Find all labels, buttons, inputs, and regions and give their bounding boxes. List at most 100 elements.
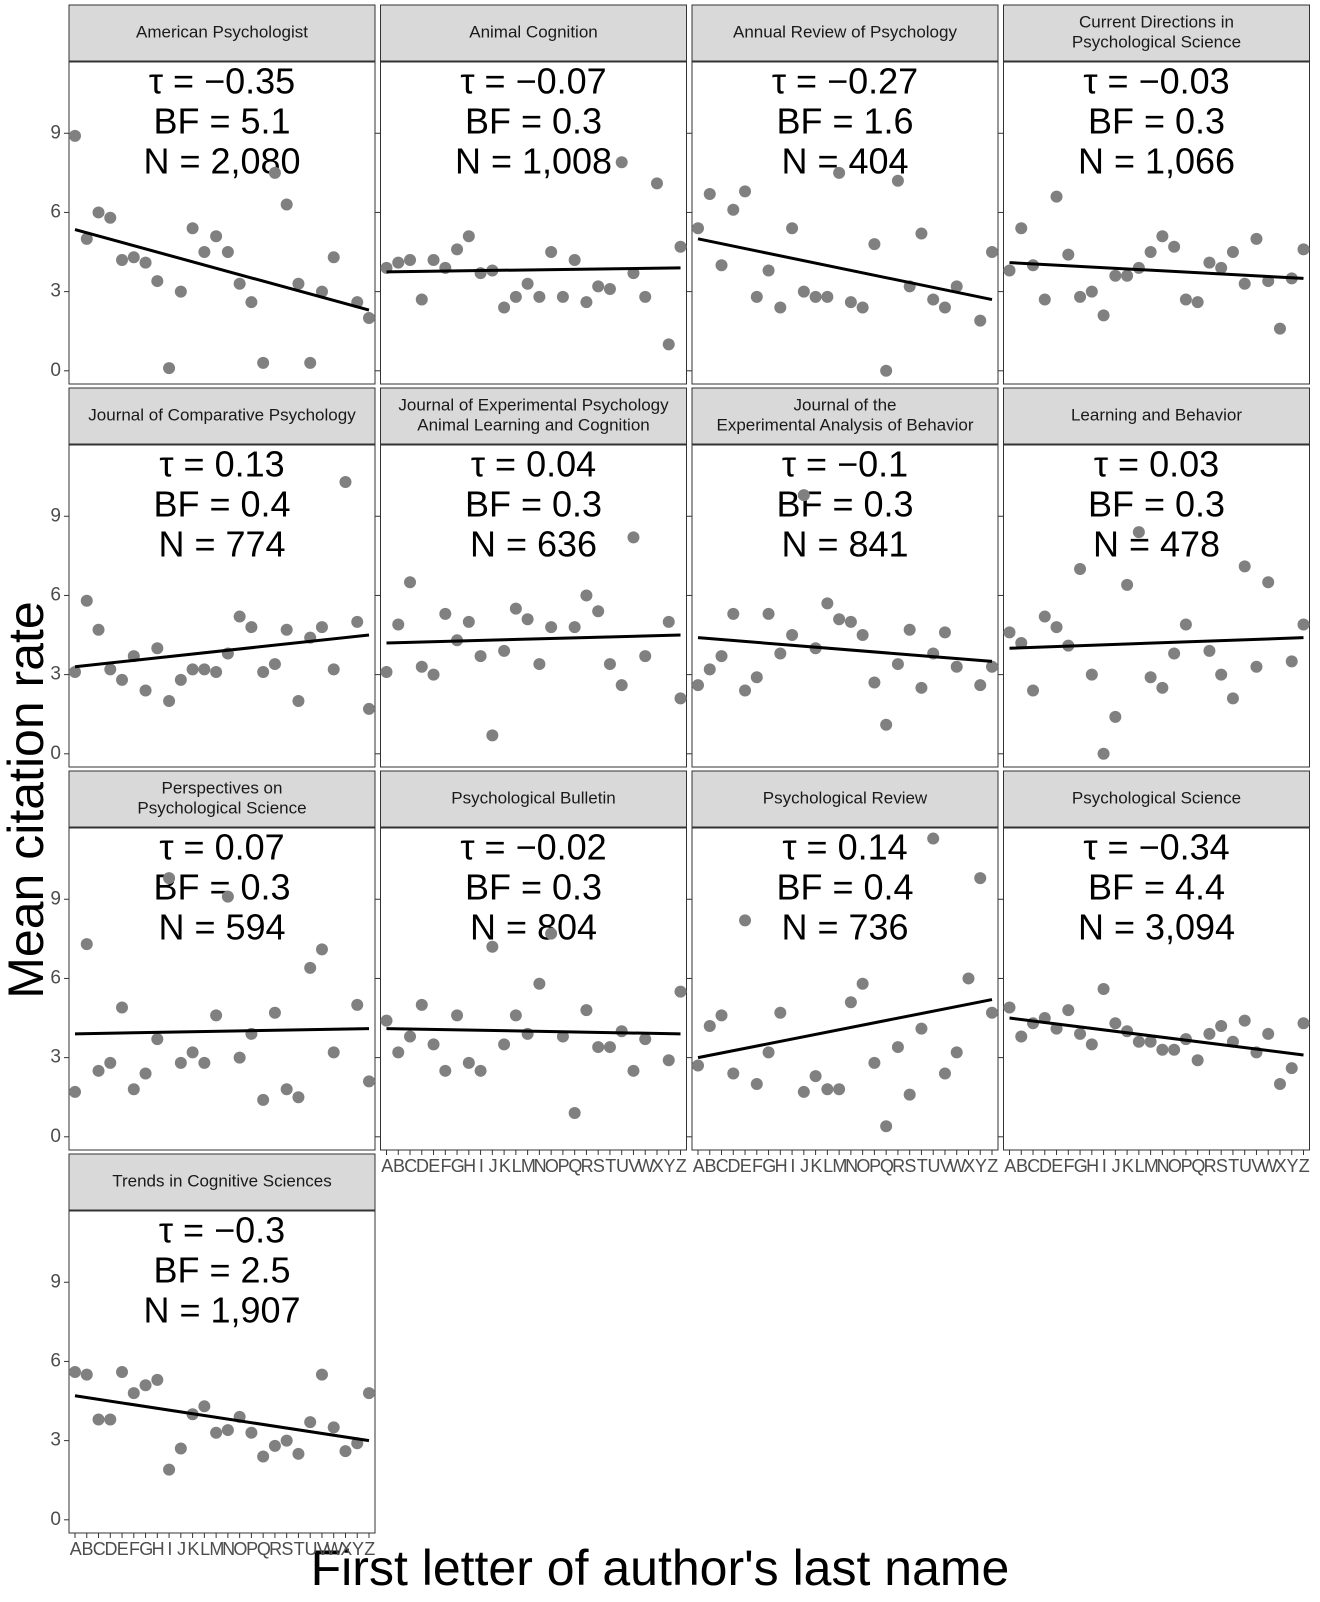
point	[1109, 710, 1122, 723]
point	[1050, 190, 1063, 203]
point	[151, 642, 164, 655]
point	[627, 267, 640, 280]
point	[268, 1439, 281, 1452]
strip	[691, 770, 999, 828]
x-tick-label: B	[393, 1156, 405, 1176]
annotation: N = 478	[1093, 524, 1220, 565]
point	[715, 650, 728, 663]
panel	[691, 444, 999, 768]
point	[474, 650, 487, 663]
x-tick-label: D	[728, 1156, 741, 1176]
point	[415, 293, 428, 306]
point	[739, 914, 752, 927]
point	[221, 246, 234, 259]
point	[1121, 578, 1134, 591]
x-tick-label: Y	[975, 1156, 987, 1176]
x-tick-label: P	[246, 1539, 258, 1559]
point	[1074, 290, 1087, 303]
point	[774, 647, 787, 660]
point	[568, 253, 581, 266]
point	[280, 1434, 293, 1447]
annotation: τ = −0.07	[460, 61, 606, 102]
x-tick-label: G	[1074, 1156, 1087, 1176]
annotation: BF = 0.3	[465, 867, 602, 908]
point	[1285, 1062, 1298, 1075]
x-tick-label: A	[1004, 1156, 1016, 1176]
strip	[1003, 4, 1310, 62]
point	[556, 1030, 569, 1043]
point	[1003, 626, 1016, 639]
point	[833, 166, 846, 179]
point	[509, 1009, 522, 1022]
point	[703, 187, 716, 200]
point	[404, 253, 417, 266]
point	[127, 1083, 140, 1096]
point	[950, 280, 963, 293]
point	[1132, 1035, 1145, 1048]
point	[927, 293, 940, 306]
y-tick-label: 9	[50, 122, 61, 143]
point	[462, 615, 475, 628]
point	[69, 1085, 81, 1098]
x-tick-label: L	[1135, 1156, 1145, 1176]
point	[198, 246, 211, 259]
point	[1132, 526, 1145, 539]
y-tick-label: 6	[50, 967, 61, 988]
point	[986, 1006, 998, 1019]
point	[533, 658, 546, 671]
point	[380, 665, 393, 678]
point	[116, 253, 129, 266]
point	[974, 679, 987, 692]
point	[521, 613, 534, 626]
point	[304, 961, 317, 974]
x-tick-label: F	[752, 1156, 763, 1176]
x-tick-label: W	[326, 1539, 343, 1559]
point	[80, 938, 93, 951]
x-tick-label: Z	[364, 1539, 375, 1559]
point	[821, 597, 834, 610]
x-tick-label: E	[1051, 1156, 1063, 1176]
annotation: τ = −0.03	[1083, 61, 1229, 102]
panel-title: Journal of Experimental Psychology	[398, 395, 669, 414]
panel-title: Psychological Science	[1072, 32, 1241, 51]
panel-title: Journal of the	[793, 395, 896, 414]
x-tick-label: D	[1039, 1156, 1052, 1176]
panel	[68, 61, 376, 385]
x-tick-label: Q	[880, 1156, 894, 1176]
point	[868, 238, 881, 251]
x-tick-label: N	[845, 1156, 857, 1176]
panel	[380, 827, 687, 1151]
point	[662, 1054, 675, 1067]
point	[1238, 277, 1251, 290]
x-tick-label: R	[892, 1156, 905, 1176]
point	[580, 1004, 593, 1017]
x-tick-label: D	[416, 1156, 429, 1176]
point	[627, 531, 640, 544]
point	[486, 729, 499, 742]
point	[674, 692, 687, 705]
point	[186, 663, 199, 676]
panel-title: Perspectives on	[162, 778, 283, 797]
trend-line	[74, 228, 370, 312]
y-tick-label: 0	[50, 1126, 61, 1147]
point	[474, 267, 487, 280]
point	[1085, 668, 1098, 681]
trend-line	[697, 998, 993, 1060]
strip	[380, 387, 687, 445]
point	[1003, 264, 1016, 277]
panel	[1003, 61, 1310, 385]
point	[809, 290, 822, 303]
annotation: τ = 0.14	[782, 827, 907, 868]
point	[392, 1046, 405, 1059]
point	[139, 1067, 152, 1080]
point	[1285, 655, 1298, 668]
point	[844, 615, 857, 628]
point	[509, 290, 522, 303]
annotation: N = 841	[781, 524, 908, 565]
annotation: N = 774	[158, 524, 285, 565]
point	[315, 943, 328, 956]
annotation: N = 736	[781, 907, 908, 948]
y-tick-label: 3	[50, 1430, 61, 1451]
point	[498, 644, 511, 657]
point	[351, 998, 364, 1011]
